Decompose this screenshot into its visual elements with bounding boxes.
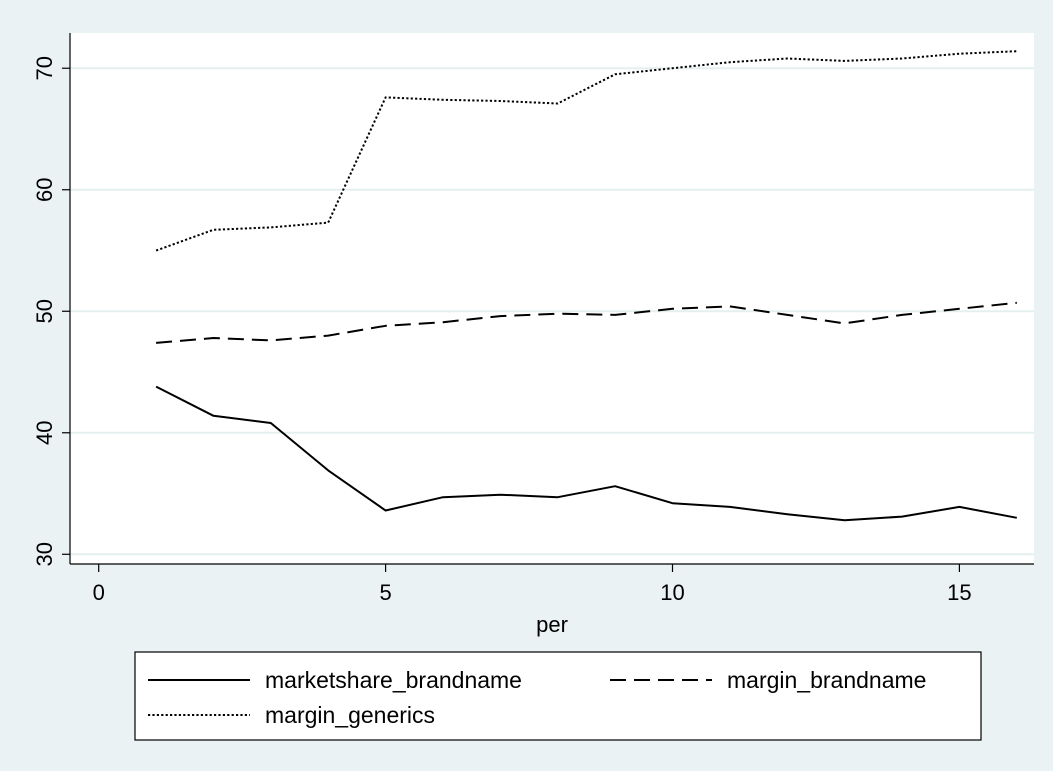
y-tick-label: 30 bbox=[32, 542, 57, 566]
y-tick-label: 70 bbox=[32, 56, 57, 80]
y-tick-label: 50 bbox=[32, 299, 57, 323]
series-line-margin_generics bbox=[155, 50, 1017, 252]
legend-box bbox=[134, 651, 982, 741]
y-tick-label: 40 bbox=[32, 421, 57, 445]
x-tick-label: 15 bbox=[947, 580, 971, 605]
legend-label: margin_brandname bbox=[727, 667, 926, 693]
axis-ticks: 30 40 50 60 70 0 5 10 15 bbox=[32, 56, 972, 605]
x-axis-title: per bbox=[536, 612, 568, 637]
x-tick-label: 0 bbox=[93, 580, 105, 605]
series-line-margin_brandname bbox=[156, 301, 1017, 344]
legend-label: marketshare_brandname bbox=[265, 667, 522, 693]
y-tick-label: 60 bbox=[32, 178, 57, 202]
x-tick-label: 5 bbox=[379, 580, 391, 605]
plot-area bbox=[70, 33, 1034, 564]
legend-label: margin_generics bbox=[265, 702, 435, 728]
series-lines bbox=[155, 50, 1017, 522]
legend: marketshare_brandname margin_brandnamemar… bbox=[148, 667, 926, 728]
gridlines bbox=[70, 67, 1034, 556]
series-line-marketshare_brandname bbox=[155, 385, 1017, 522]
x-tick-label: 10 bbox=[660, 580, 684, 605]
